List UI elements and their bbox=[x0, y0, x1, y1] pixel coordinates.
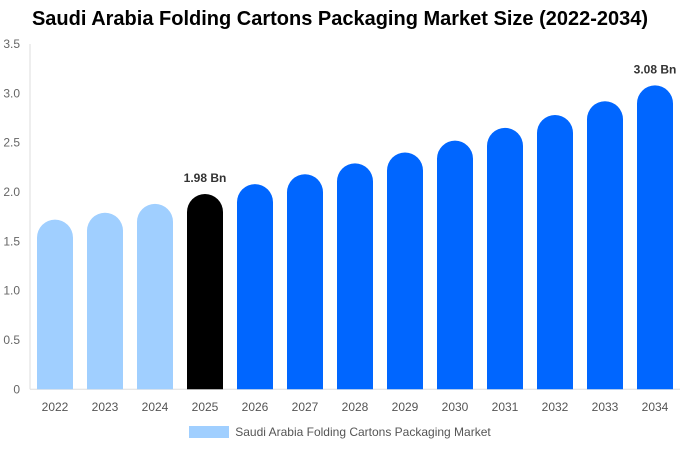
legend-label: Saudi Arabia Folding Cartons Packaging M… bbox=[235, 425, 491, 439]
x-tick-label: 2029 bbox=[392, 400, 419, 414]
bar-2030 bbox=[437, 140, 473, 390]
bar-2032 bbox=[537, 115, 573, 390]
x-tick-label: 2024 bbox=[142, 400, 169, 414]
data-label-2034: 3.08 Bn bbox=[634, 62, 677, 76]
bar-2029 bbox=[387, 152, 423, 390]
x-tick-label: 2031 bbox=[492, 400, 519, 414]
chart-title: Saudi Arabia Folding Cartons Packaging M… bbox=[31, 8, 649, 30]
y-tick-label: 2.0 bbox=[3, 185, 20, 199]
x-tick-label: 2034 bbox=[642, 400, 669, 414]
x-tick-label: 2028 bbox=[342, 400, 369, 414]
bar-2022 bbox=[37, 219, 73, 390]
x-tick-label: 2022 bbox=[42, 400, 69, 414]
bar-2033 bbox=[587, 101, 623, 390]
x-tick-label: 2025 bbox=[192, 400, 219, 414]
y-tick-label: 3.0 bbox=[3, 86, 20, 100]
bar-2031 bbox=[487, 127, 523, 390]
data-label-2025: 1.98 Bn bbox=[184, 171, 227, 185]
x-tick-label: 2032 bbox=[542, 400, 569, 414]
legend-swatch bbox=[189, 426, 230, 438]
y-tick-label: 1.0 bbox=[3, 284, 20, 298]
y-tick-label: 3.5 bbox=[3, 37, 20, 51]
bar-2024 bbox=[137, 203, 173, 390]
x-tick-label: 2023 bbox=[92, 400, 119, 414]
y-tick-label: 0.5 bbox=[3, 333, 20, 347]
bar-2025 bbox=[187, 193, 223, 390]
y-tick-label: 0 bbox=[13, 382, 20, 396]
x-tick-label: 2033 bbox=[592, 400, 619, 414]
bar-2028 bbox=[337, 163, 373, 390]
x-tick-label: 2030 bbox=[442, 400, 469, 414]
bar-2034 bbox=[637, 85, 673, 390]
legend: Saudi Arabia Folding Cartons Packaging M… bbox=[0, 425, 680, 439]
x-tick-label: 2027 bbox=[292, 400, 319, 414]
bar-2027 bbox=[287, 174, 323, 390]
y-tick-label: 2.5 bbox=[3, 136, 20, 150]
bar-2026 bbox=[237, 184, 273, 390]
x-tick-label: 2026 bbox=[242, 400, 269, 414]
bar-2023 bbox=[87, 212, 123, 390]
y-tick-label: 1.5 bbox=[3, 234, 20, 248]
